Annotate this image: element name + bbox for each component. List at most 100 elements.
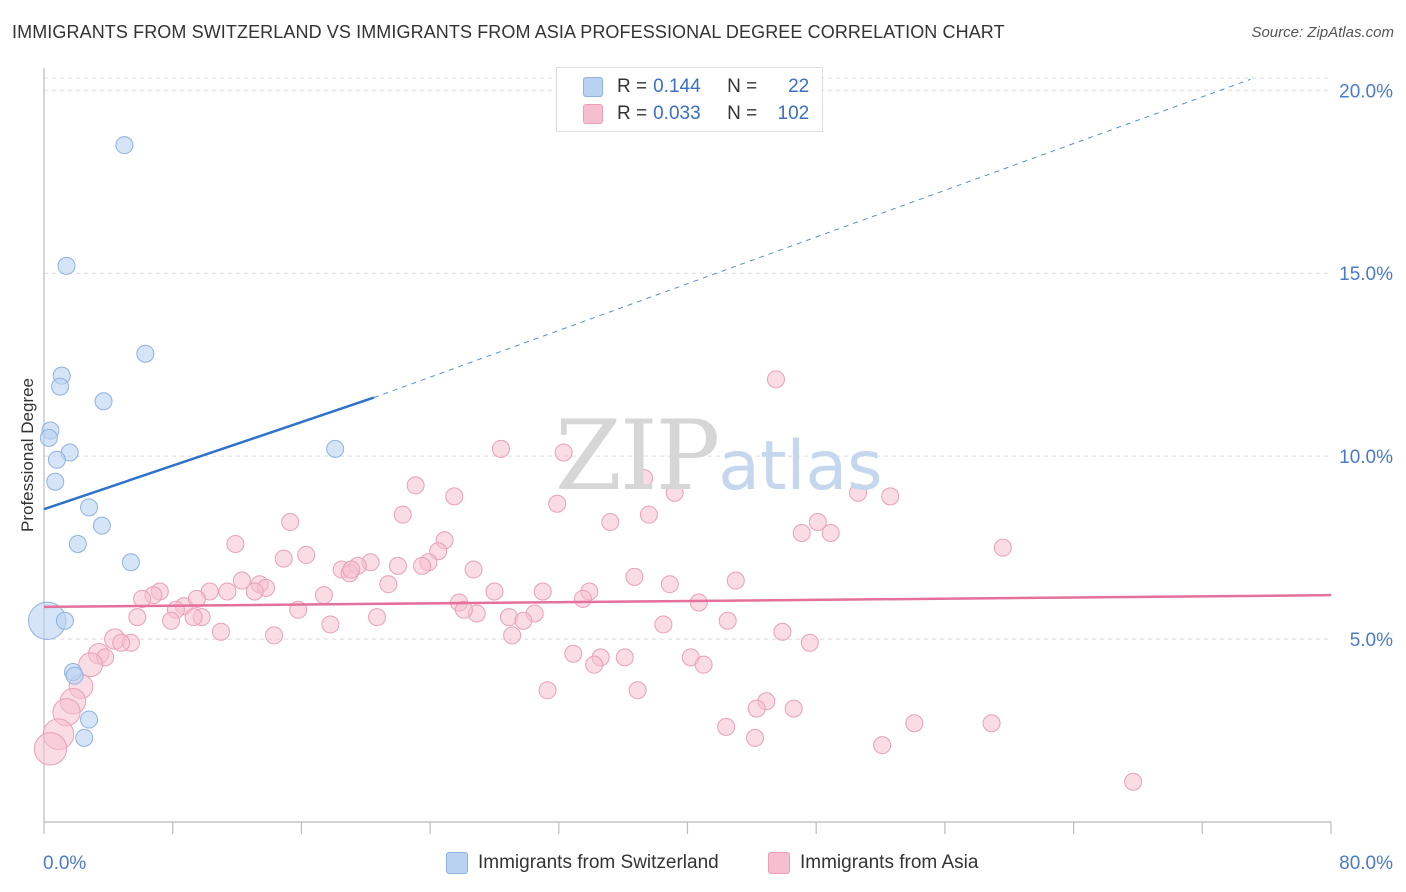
asia-point: [792, 523, 811, 542]
bottom-legend-swatch-switzerland: [446, 852, 468, 874]
asia-point: [514, 611, 533, 630]
legend-r-value-asia: 0.033: [653, 103, 701, 124]
asia-series: [33, 370, 1143, 791]
asia-point: [585, 655, 604, 674]
watermark: ZIPatlas: [555, 400, 883, 512]
switzerland-series: [28, 136, 345, 747]
asia-point: [573, 589, 592, 608]
bottom-legend-label-asia: Immigrants from Asia: [800, 852, 979, 873]
asia-point: [464, 560, 483, 579]
legend-row-asia: R = 0.033 N = 102: [583, 100, 809, 128]
asia-point: [548, 494, 567, 513]
asia-point: [849, 483, 868, 502]
x-tick-label-min: 0.0%: [43, 853, 86, 874]
legend-r-label: R =: [617, 76, 648, 97]
tick-labels: 5.0% 10.0% 15.0% 20.0% 0.0% 80.0%: [43, 81, 1393, 874]
asia-point: [773, 622, 792, 641]
switzerland-point: [47, 450, 66, 469]
watermark-zip: ZIP: [555, 400, 720, 512]
asia-point: [639, 505, 658, 524]
asia-point: [615, 648, 634, 667]
asia-point: [211, 622, 230, 641]
asia-point: [368, 608, 387, 627]
asia-point: [321, 615, 340, 634]
correlation-legend: R = 0.144 N = 22 R = 0.033 N = 102: [556, 67, 823, 132]
bottom-legend-label-switzerland: Immigrants from Switzerland: [478, 852, 719, 873]
asia-point: [218, 582, 237, 601]
switzerland-point: [51, 377, 70, 396]
asia-point: [717, 717, 736, 736]
asia-point: [445, 487, 464, 506]
asia-point: [226, 534, 245, 553]
asia-point: [601, 513, 620, 531]
switzerland-point: [80, 710, 99, 729]
asia-point: [746, 728, 765, 747]
asia-point: [393, 505, 412, 524]
asia-point: [245, 582, 264, 601]
asia-point: [821, 523, 840, 542]
asia-point: [133, 589, 152, 608]
switzerland-point: [136, 344, 155, 363]
legend-r-value-switzerland: 0.144: [653, 76, 701, 97]
asia-point: [379, 575, 398, 594]
bottom-legend-switzerland: Immigrants from Switzerland: [446, 852, 719, 874]
legend-n-value-switzerland: 22: [788, 76, 810, 97]
asia-point: [297, 545, 316, 564]
legend-swatch-switzerland: [583, 77, 603, 97]
asia-point: [808, 513, 827, 531]
asia-point: [232, 571, 251, 590]
y-tick-label: 15.0%: [1339, 264, 1393, 285]
switzerland-point: [46, 472, 65, 491]
switzerland-point: [115, 136, 134, 155]
asia-point: [78, 652, 104, 678]
asia-point: [162, 611, 181, 630]
switzerland-point: [39, 428, 58, 447]
asia-point: [628, 681, 647, 700]
asia-point: [654, 615, 673, 634]
asia-point: [625, 567, 644, 586]
asia-point: [982, 714, 1001, 733]
asia-point: [538, 681, 557, 700]
chart-source: Source: ZipAtlas.com: [1251, 24, 1394, 41]
asia-point: [406, 476, 425, 495]
asia-point: [265, 626, 284, 645]
asia-point: [314, 586, 333, 605]
bottom-legend-swatch-asia: [768, 852, 790, 874]
x-tick-label-max: 80.0%: [1339, 853, 1393, 874]
grid-lines: [44, 77, 1331, 640]
asia-point: [485, 582, 504, 601]
bottom-legend-asia: Immigrants from Asia: [768, 852, 978, 874]
asia-point: [689, 593, 708, 612]
asia-point: [726, 571, 745, 590]
y-tick-label: 10.0%: [1339, 447, 1393, 468]
legend-r-label: R =: [617, 103, 648, 124]
switzerland-trend-line: [43, 396, 375, 511]
asia-point: [564, 644, 583, 663]
asia-point: [187, 589, 206, 608]
switzerland-point: [57, 256, 76, 275]
asia-point: [184, 608, 203, 627]
asia-point: [491, 439, 510, 458]
asia-point: [784, 699, 803, 718]
asia-point: [413, 556, 432, 575]
y-tick-label: 5.0%: [1350, 630, 1393, 651]
switzerland-point: [75, 728, 94, 747]
asia-point: [112, 633, 131, 652]
asia-point: [503, 626, 522, 645]
asia-point: [554, 443, 573, 462]
chart-title: IMMIGRANTS FROM SWITZERLAND VS IMMIGRANT…: [12, 22, 1005, 42]
switzerland-point: [92, 516, 111, 535]
asia-point: [454, 600, 473, 619]
asia-point: [747, 699, 766, 718]
asia-point: [881, 487, 900, 506]
asia-point: [993, 538, 1012, 557]
legend-n-label: N =: [727, 76, 758, 97]
y-tick-label: 20.0%: [1339, 81, 1393, 102]
asia-point: [766, 370, 785, 389]
asia-point: [281, 513, 300, 531]
watermark-atlas: atlas: [718, 427, 883, 506]
switzerland-point: [68, 534, 87, 553]
y-axis-label: Professional Degree: [18, 377, 37, 533]
asia-point: [718, 611, 737, 630]
